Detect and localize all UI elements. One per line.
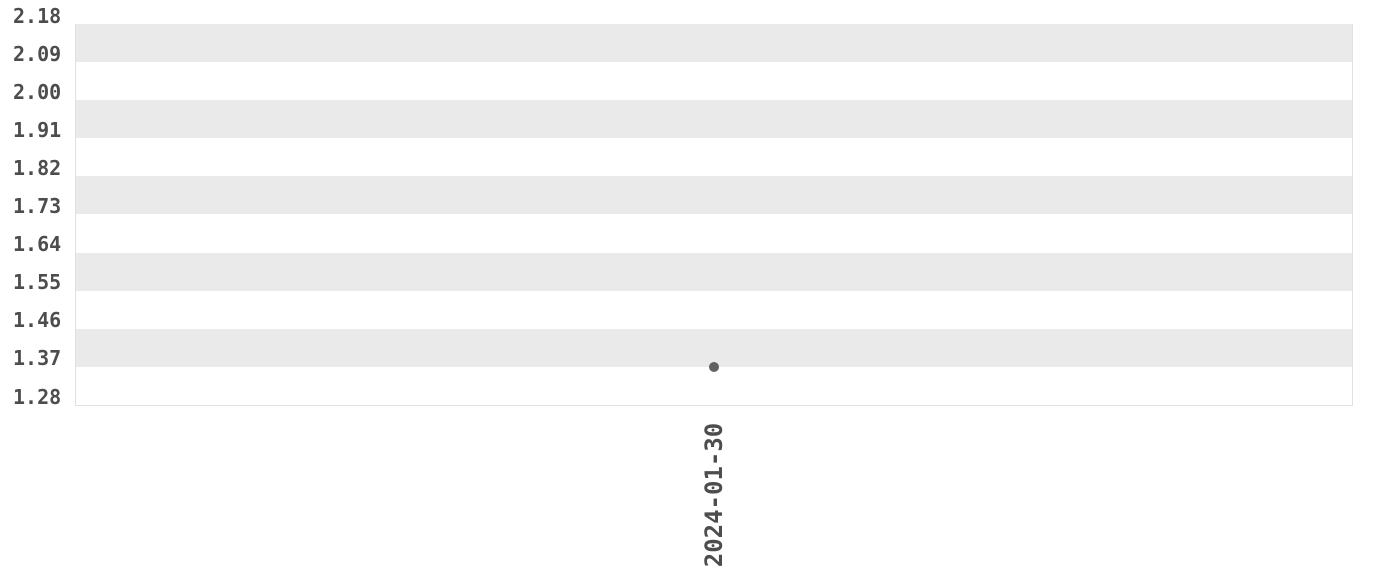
grid-band (76, 290, 1352, 329)
grid-band (76, 138, 1352, 177)
grid-band (76, 62, 1352, 101)
x-tick-label: 2024-01-30 (700, 422, 728, 568)
y-tick-label: 1.82 (13, 155, 62, 180)
grid-band (76, 366, 1352, 405)
grid-band (76, 176, 1352, 215)
y-tick-label: 2.00 (13, 79, 62, 104)
grid-band (76, 252, 1352, 291)
grid-band (76, 24, 1352, 63)
y-tick-label: 1.37 (13, 346, 62, 371)
y-tick-label: 2.18 (13, 3, 62, 28)
grid-band (76, 328, 1352, 367)
y-tick-label: 2.09 (13, 41, 62, 66)
plot-area (75, 24, 1353, 406)
data-point[interactable] (709, 361, 719, 372)
grid-band (76, 214, 1352, 253)
grid-band (76, 100, 1352, 139)
y-tick-label: 1.73 (13, 194, 62, 218)
y-tick-label: 1.91 (13, 117, 62, 142)
y-tick-label: 1.64 (13, 232, 62, 257)
y-tick-label: 1.46 (13, 308, 62, 333)
y-tick-label: 1.55 (13, 270, 62, 295)
y-tick-label: 1.28 (13, 384, 62, 409)
